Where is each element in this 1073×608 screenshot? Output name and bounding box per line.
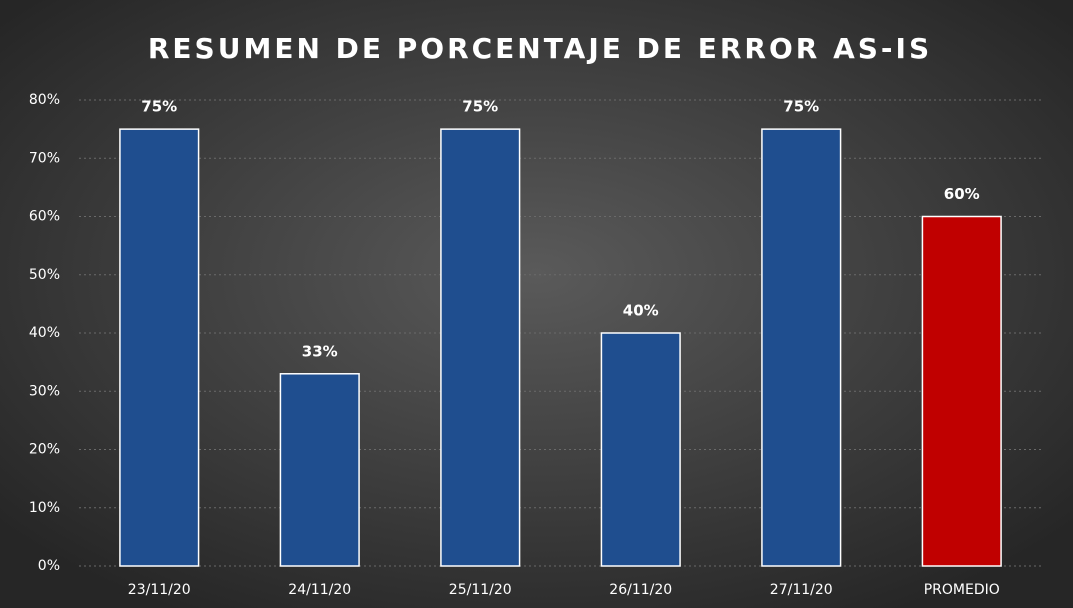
x-tick-label: 23/11/20 [128,582,191,598]
value-label: 60% [944,185,980,203]
value-label: 75% [141,98,177,116]
x-tick-label: 26/11/20 [609,582,672,598]
y-tick-label: 20% [29,442,60,458]
y-tick-label: 40% [29,325,60,341]
x-tick-label: 24/11/20 [288,582,351,598]
value-label: 33% [302,342,338,360]
bar [761,128,842,567]
y-tick-label: 70% [29,150,60,166]
y-tick-label: 50% [29,267,60,283]
bar [600,332,681,567]
y-tick-label: 0% [38,558,60,574]
value-label: 75% [783,98,819,116]
chart-title: RESUMEN DE PORCENTAJE DE ERROR AS-IS [148,32,932,65]
y-tick-label: 30% [29,383,60,399]
x-tick-label: PROMEDIO [924,582,1000,598]
bar [921,215,1002,567]
value-label: 40% [623,302,659,320]
x-tick-label: 27/11/20 [770,582,833,598]
x-tick-label: 25/11/20 [449,582,512,598]
y-tick-label: 10% [29,500,60,516]
y-tick-label: 60% [29,209,60,225]
bar [119,128,200,567]
bar [279,373,360,567]
value-label: 75% [462,98,498,116]
bar [440,128,521,567]
y-tick-label: 80% [29,92,60,108]
